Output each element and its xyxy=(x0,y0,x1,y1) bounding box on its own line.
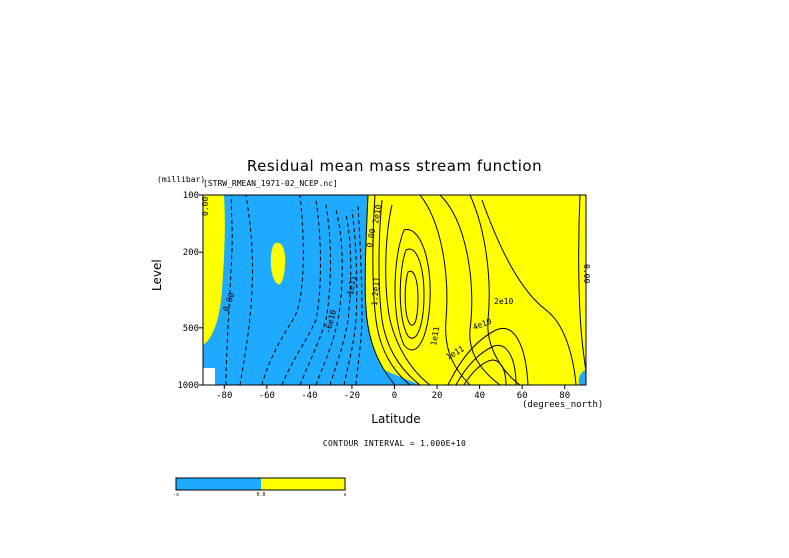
contour-interval-note: CONTOUR INTERVAL = 1.000E+10 xyxy=(322,439,467,448)
contour-label: -1e11 xyxy=(345,275,358,300)
x-tick-label: -20 xyxy=(344,391,360,401)
y-tick-label: 200 xyxy=(183,248,199,258)
x-tick-label: 20 xyxy=(432,391,443,401)
x-tick-label: 80 xyxy=(559,391,570,401)
filled-regions xyxy=(203,195,586,385)
colorbar-tick-label: -s xyxy=(173,492,179,498)
contour-lines xyxy=(225,195,586,385)
chart-title: Residual mean mass stream function xyxy=(246,157,543,175)
y-tick-label: 1000 xyxy=(177,381,199,391)
y-ticks: 100 200 500 1000 xyxy=(177,191,203,391)
y-units-label: (millibar) xyxy=(157,175,206,184)
blank-corner-2 xyxy=(203,378,207,385)
colorbar-frame xyxy=(175,477,346,491)
positive-pocket xyxy=(270,242,286,285)
colorbar-positive xyxy=(261,478,345,490)
negative-contours xyxy=(225,195,363,385)
positive-pocket-right xyxy=(578,370,586,385)
y-tick-label: 500 xyxy=(183,324,199,334)
x-tick-label: 40 xyxy=(474,391,485,401)
x-tick-label: -60 xyxy=(259,391,275,401)
colorbar-negative xyxy=(176,478,261,490)
x-tick-label: -80 xyxy=(216,391,232,401)
contour-label: 0.00 xyxy=(201,197,210,216)
y-tick-label: 100 xyxy=(183,191,199,201)
contour-label: 1e11 xyxy=(429,326,441,347)
positive-contours xyxy=(364,195,586,385)
contour-label: 0.00 xyxy=(582,264,591,283)
contour-label: 1.2e11 xyxy=(370,276,382,306)
x-ticks: -80 -60 -40 -20 0 20 40 60 80 xyxy=(216,385,570,401)
x-tick-label: 60 xyxy=(517,391,528,401)
contour-label: 2e10 xyxy=(494,297,513,306)
x-tick-label: 0 xyxy=(392,391,397,401)
colorbar-tick-label: s xyxy=(343,492,346,498)
contour-label: 2e10 xyxy=(371,204,383,225)
negative-fill xyxy=(203,195,420,385)
contour-label: 0.00 xyxy=(365,228,377,249)
colorbar: -s 0.0 s xyxy=(173,477,347,498)
x-tick-label: -40 xyxy=(301,391,317,401)
x-axis-label: Latitude xyxy=(371,412,421,426)
colorbar-tick-label: 0.0 xyxy=(256,492,265,498)
chart-subtitle: [STRW_RMEAN_1971-02_NCEP.nc] xyxy=(203,179,338,188)
x-units-label: (degrees_north) xyxy=(522,400,604,410)
